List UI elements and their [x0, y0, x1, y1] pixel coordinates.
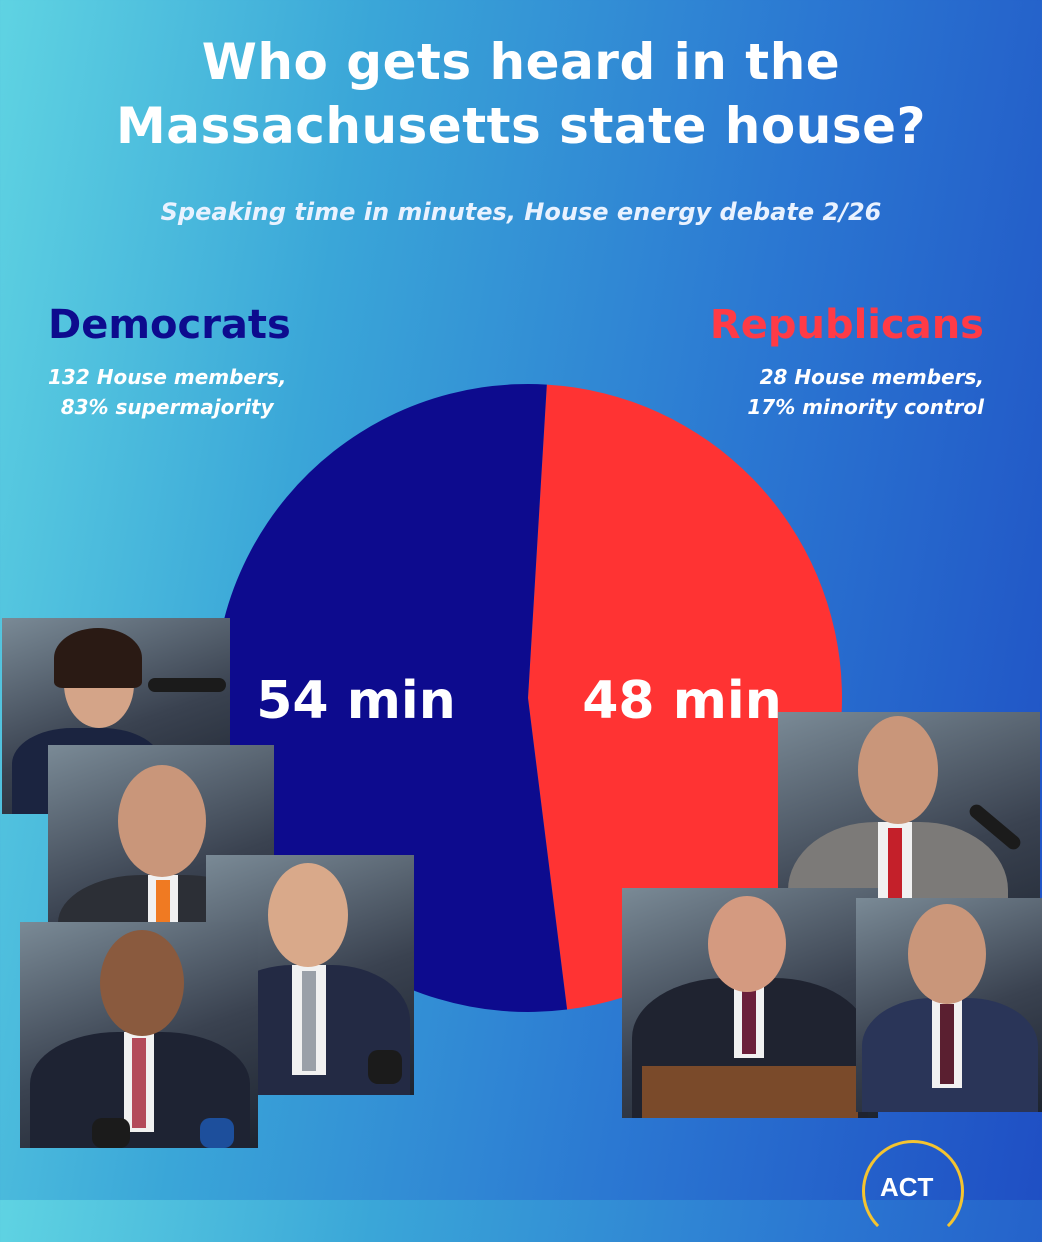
republicans-members: 28 House members,	[759, 365, 984, 389]
republicans-share: 17% minority control	[747, 395, 984, 419]
democrats-share: 83% supermajority	[60, 395, 274, 419]
slice-label-democrats: 54 min	[256, 671, 456, 731]
democrat-photo-4	[20, 922, 258, 1148]
republican-photo-3	[856, 898, 1042, 1112]
chart-subtitle: Speaking time in minutes, House energy d…	[160, 198, 882, 226]
microphone-icon	[92, 1118, 130, 1148]
act-logo-icon	[862, 1140, 964, 1242]
republicans-description: 28 House members, 17% minority control	[747, 362, 984, 422]
pie-slice-republicans	[528, 384, 843, 1010]
republicans-label: Republicans	[709, 302, 984, 348]
microphone-icon	[148, 678, 226, 692]
slice-label-republicans: 48 min	[582, 671, 782, 731]
title-line-1: Who gets heard in the	[201, 33, 841, 91]
act-logo-text: ACT	[880, 1172, 934, 1202]
microphone-icon	[368, 1050, 402, 1084]
democrats-label: Democrats	[48, 302, 291, 348]
republican-photo-2	[622, 888, 878, 1118]
title-line-2: Massachusetts state house?	[115, 97, 927, 155]
democrats-members: 132 House members,	[48, 365, 287, 389]
democrats-description: 132 House members, 83% supermajority	[48, 362, 286, 422]
chart-title: Who gets heard in the Massachusetts stat…	[0, 30, 1042, 158]
microphone-icon	[200, 1118, 234, 1148]
